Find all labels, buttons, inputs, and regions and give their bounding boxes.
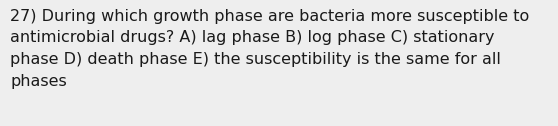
Text: 27) During which growth phase are bacteria more susceptible to
antimicrobial dru: 27) During which growth phase are bacter… <box>10 9 530 89</box>
